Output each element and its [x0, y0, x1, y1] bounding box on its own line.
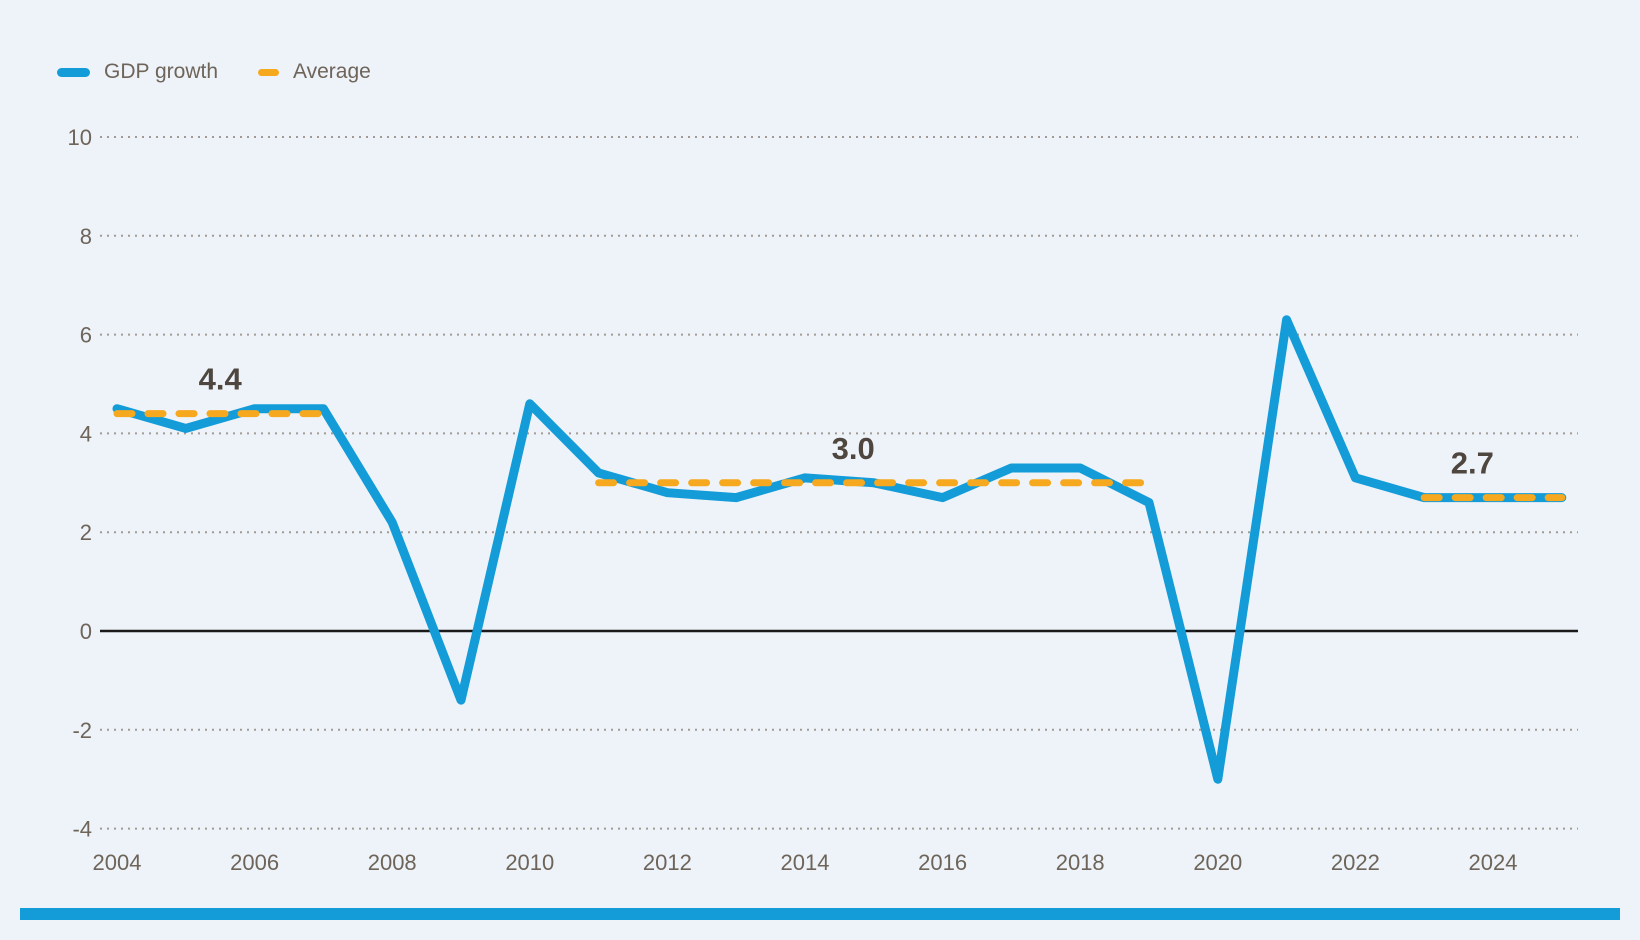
x-tick-label: 2016 — [918, 850, 967, 875]
x-tick-label: 2006 — [230, 850, 279, 875]
x-tick-label: 2014 — [781, 850, 830, 875]
bottom-accent-bar — [20, 908, 1620, 920]
average-value-label: 3.0 — [832, 431, 875, 466]
y-tick-label: 10 — [68, 125, 92, 150]
gdp-growth-line-swatch-icon — [57, 67, 90, 77]
x-tick-label: 2004 — [93, 850, 142, 875]
y-tick-label: 0 — [80, 619, 92, 644]
x-tick-label: 2010 — [505, 850, 554, 875]
y-tick-label: 4 — [80, 421, 92, 446]
y-tick-label: -2 — [72, 718, 92, 743]
average-dash-swatch-icon — [258, 68, 279, 76]
legend-label-gdp-growth: GDP growth — [104, 60, 218, 83]
y-tick-label: 2 — [80, 520, 92, 545]
x-tick-label: 2008 — [368, 850, 417, 875]
y-tick-label: -4 — [72, 817, 92, 842]
y-tick-label: 8 — [80, 224, 92, 249]
x-tick-label: 2018 — [1056, 850, 1105, 875]
legend-item-gdp-growth: GDP growth — [57, 60, 218, 84]
x-tick-label: 2020 — [1193, 850, 1242, 875]
legend-item-average: Average — [258, 60, 371, 84]
average-value-label: 2.7 — [1451, 446, 1494, 481]
x-tick-label: 2012 — [643, 850, 692, 875]
legend: GDP growth Average — [57, 60, 371, 84]
x-tick-label: 2022 — [1331, 850, 1380, 875]
average-value-label: 4.4 — [199, 362, 243, 397]
legend-label-average: Average — [293, 60, 371, 83]
gdp-growth-line — [112, 315, 1567, 784]
y-tick-label: 6 — [80, 323, 92, 348]
x-tick-label: 2024 — [1469, 850, 1518, 875]
